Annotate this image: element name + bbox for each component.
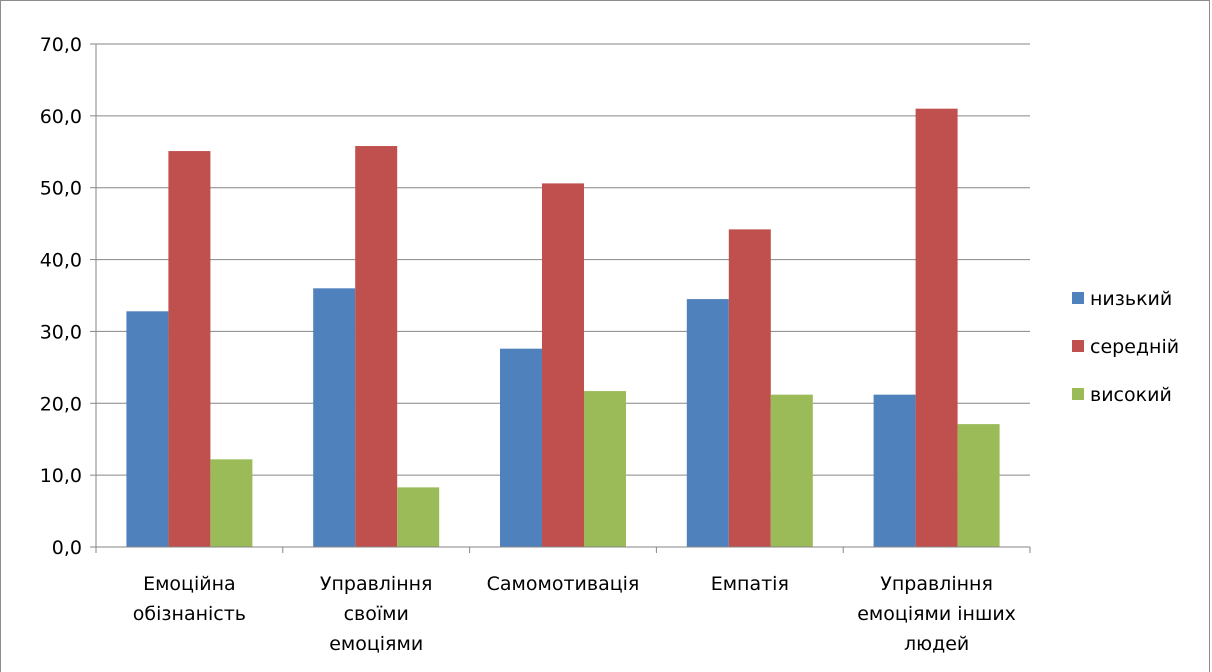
y-tick-labels: 0,0 10,0 20,0 30,0 40,0 50,0 60,0 70,0: [40, 34, 82, 559]
bar-низький-4: [686, 299, 729, 547]
category-label: Управління емоціями інших людей: [857, 573, 1016, 655]
category-label: Емоційна обізнаність: [133, 573, 246, 625]
y-tick-label: 10,0: [40, 465, 82, 487]
category-label: Самомотивація: [487, 573, 640, 595]
bar-низький-1: [126, 311, 169, 547]
legend-label: низький: [1090, 288, 1172, 310]
bar-високий-5: [957, 424, 1000, 547]
category-labels: Емоційна обізнаність Управління своїми емоці…: [133, 573, 1016, 655]
bar-високий-3: [584, 391, 626, 547]
y-tick-label: 60,0: [40, 106, 82, 128]
y-tick-label: 50,0: [40, 178, 82, 200]
bar-середній-2: [355, 146, 398, 547]
bar-низький-5: [873, 394, 916, 547]
y-tick-label: 40,0: [40, 250, 82, 272]
y-tick-label: 0,0: [52, 537, 82, 559]
legend-swatch: [1072, 340, 1084, 352]
y-tick-label: 70,0: [40, 34, 82, 56]
bar-високий-2: [397, 487, 440, 547]
bar-середній-3: [542, 183, 584, 547]
axes: [95, 44, 1031, 553]
legend-label: високий: [1090, 384, 1172, 406]
y-tick-label: 30,0: [40, 321, 82, 343]
category-label: Управління своїми емоціями: [320, 573, 433, 655]
bars: [126, 108, 1000, 548]
y-tick-label: 20,0: [40, 393, 82, 415]
legend-swatch: [1072, 388, 1084, 400]
legend-label: середній: [1090, 336, 1179, 358]
legend-swatch: [1072, 292, 1084, 304]
bar-низький-3: [500, 348, 542, 547]
bar-середній-4: [728, 229, 771, 548]
category-label: Емпатія: [711, 573, 789, 595]
bar-низький-2: [313, 288, 356, 547]
legend: низький середній високий: [1072, 288, 1179, 406]
bar-високий-1: [210, 459, 253, 547]
bar-високий-4: [770, 394, 813, 547]
bar-середній-5: [915, 108, 958, 548]
bar-середній-1: [168, 151, 211, 547]
